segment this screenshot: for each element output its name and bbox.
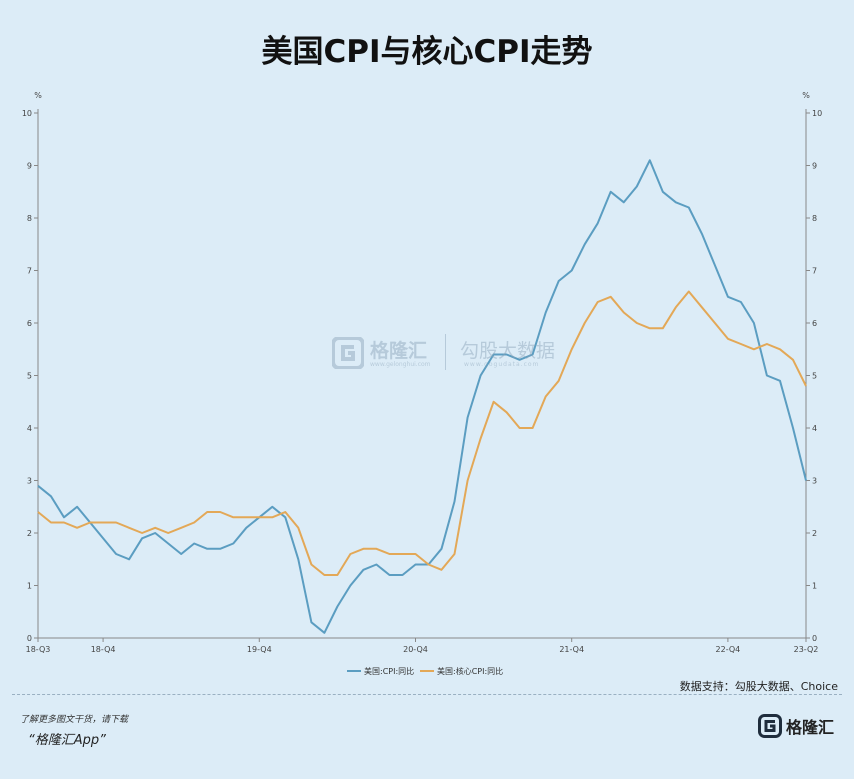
y-tick-label-left: 9 [27, 162, 32, 171]
x-tick-label: 22-Q4 [716, 645, 741, 654]
footer-note: 了解更多图文干货，请下载 [20, 715, 129, 725]
logo-text: 格隆汇 [786, 718, 835, 737]
watermark-data-url: www.gogudata.com [464, 361, 540, 368]
y-tick-label-right: 6 [812, 319, 817, 328]
watermark-logo-icon [332, 337, 364, 369]
y-tick-label-left: 6 [27, 319, 32, 328]
series-line-core-cpi [37, 290, 807, 576]
y-tick-label-left: 0 [27, 634, 32, 643]
y-tick-label-right: 2 [812, 529, 817, 538]
watermark-brand-url: www.gelonghui.com [370, 361, 431, 368]
watermark-separator [445, 334, 446, 370]
y-tick-label-right: 8 [812, 214, 817, 223]
y-tick-label-left: 4 [27, 424, 32, 433]
y-unit-left: % [34, 91, 42, 100]
data-source: 数据支持：勾股大数据、Choice [679, 680, 838, 693]
y-tick-label-right: 10 [812, 109, 822, 118]
y-tick-label-right: 4 [812, 424, 817, 433]
y-tick-label-right: 9 [812, 162, 817, 171]
series-line-cpi [37, 159, 807, 634]
x-tick-label: 21-Q4 [559, 645, 584, 654]
x-tick-label: 19-Q4 [247, 645, 272, 654]
watermark-data-brand: 勾股大数据 [460, 340, 556, 362]
y-tick-label-right: 1 [812, 582, 817, 591]
y-tick-label-right: 7 [812, 267, 817, 276]
watermark: 格隆汇 www.gelonghui.com 勾股大数据 www.gogudata… [332, 332, 582, 376]
chart-title: 美国CPI与核心CPI走势 [261, 34, 593, 70]
footer-divider [12, 694, 842, 695]
y-tick-label-left: 10 [22, 109, 32, 118]
y-tick-label-right: 0 [812, 634, 817, 643]
y-tick-label-left: 8 [27, 214, 32, 223]
x-tick-label: 18-Q4 [91, 645, 116, 654]
y-tick-label-right: 5 [812, 372, 817, 381]
y-unit-right: % [802, 91, 810, 100]
y-tick-label-right: 3 [812, 477, 817, 486]
y-tick-label-left: 1 [27, 582, 32, 591]
y-tick-label-left: 5 [27, 372, 32, 381]
footer-logo[interactable]: 格隆汇 [758, 710, 840, 742]
x-tick-label: 18-Q3 [26, 645, 51, 654]
x-tick-label: 23-Q2 [794, 645, 819, 654]
line-chart: % % 0 0 1 1 2 2 3 3 4 4 5 5 6 6 7 7 8 8 9 9 10 10 18-Q3 18-Q4 19-Q… [22, 91, 822, 676]
y-tick-label-left: 2 [27, 529, 32, 538]
footer-app-name: “格隆汇App” [28, 733, 106, 748]
logo-icon [758, 714, 782, 738]
watermark-brand: 格隆汇 [370, 340, 428, 362]
y-tick-label-left: 7 [27, 267, 32, 276]
legend-label: 美国:核心CPI:同比 [437, 666, 503, 676]
x-tick-label: 20-Q4 [403, 645, 428, 654]
legend-label: 美国:CPI:同比 [364, 666, 414, 676]
y-tick-label-left: 3 [27, 477, 32, 486]
